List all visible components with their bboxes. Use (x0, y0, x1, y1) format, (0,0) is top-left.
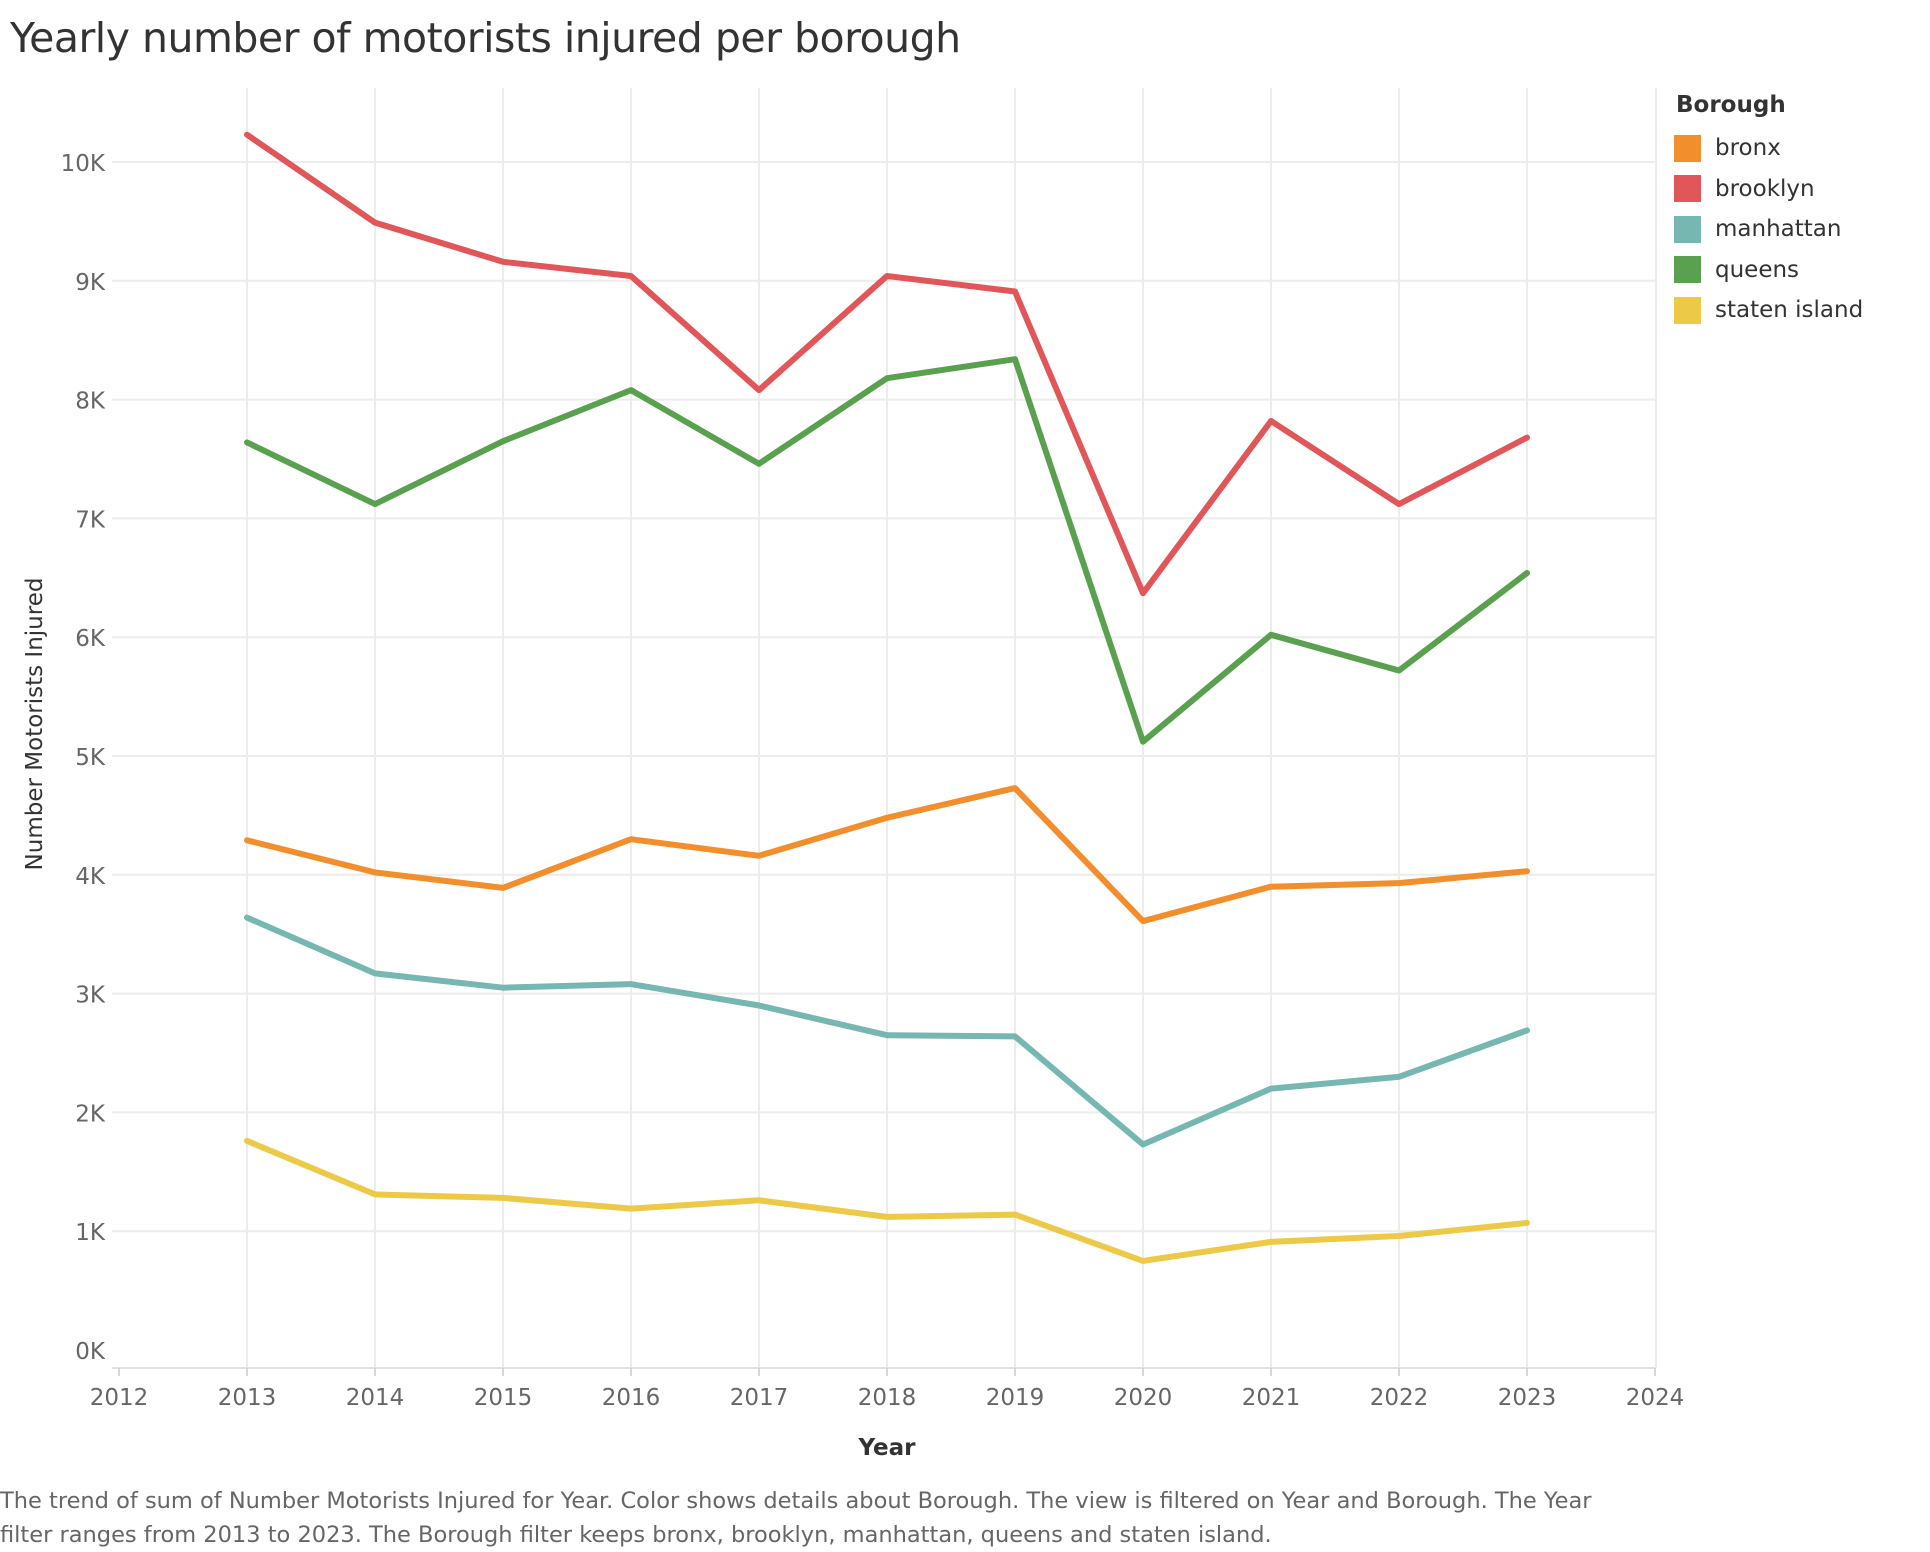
legend: Borough bronx brooklyn manhattan queens stat… (1674, 92, 1863, 331)
x-tick-label: 2021 (1242, 1385, 1301, 1411)
x-tick-label: 2017 (730, 1385, 789, 1411)
y-tick-label: 2K (75, 1101, 106, 1127)
legend-item-manhattan: manhattan (1674, 209, 1863, 250)
legend-label: queens (1715, 256, 1800, 283)
x-tick-label: 2022 (1370, 1385, 1429, 1411)
line-chart: 0K 1K 2K 3K 4K 5K 6K 7K 8K 9K 10K 2012 2013 2014 2015… (22, 88, 1685, 1461)
x-tick-label: 2020 (1114, 1385, 1173, 1411)
legend-item-brooklyn: brooklyn (1674, 169, 1863, 210)
series-lines (244, 131, 1530, 1264)
series-line-queens (244, 356, 1530, 745)
y-tick-label: 6K (75, 626, 106, 652)
x-tick-label: 2024 (1626, 1385, 1685, 1411)
x-axis-ticks: 2012 2013 2014 2015 2016 2017 2018 2019 2020 2021… (90, 1368, 1685, 1411)
y-tick-label: 7K (75, 507, 106, 533)
legend-label: staten island (1715, 297, 1864, 324)
y-tick-label: 5K (75, 745, 106, 771)
legend-swatch (1674, 256, 1701, 284)
legend-swatch (1674, 296, 1701, 324)
chart-title: Yearly number of motorists injured per b… (10, 14, 961, 62)
x-tick-label: 2019 (986, 1385, 1045, 1411)
y-tick-label: 9K (75, 270, 106, 296)
legend-swatch (1674, 175, 1701, 203)
legend-item-staten-island: staten island (1674, 290, 1863, 331)
y-tick-label: 10K (61, 151, 106, 177)
x-tick-label: 2018 (858, 1385, 917, 1411)
x-tick-label: 2016 (602, 1385, 661, 1411)
legend-title: Borough (1676, 92, 1786, 118)
y-tick-label: 3K (75, 983, 106, 1009)
x-tick-label: 2013 (218, 1385, 277, 1411)
y-axis-ticks: 0K 1K 2K 3K 4K 5K 6K 7K 8K 9K 10K (61, 151, 106, 1365)
series-line-brooklyn (244, 131, 1530, 597)
series-line-bronx (244, 785, 1530, 925)
series-line-manhattan (244, 914, 1530, 1148)
legend-label: manhattan (1715, 216, 1842, 243)
legend-label: bronx (1715, 135, 1781, 162)
y-tick-label: 8K (75, 389, 106, 415)
y-tick-label: 1K (75, 1220, 106, 1246)
chart-caption: The trend of sum of Number Motorists Inj… (0, 1488, 1592, 1548)
gridlines (112, 88, 1657, 1369)
y-axis-label: Number Motorists Injured (22, 578, 48, 871)
y-tick-label: 0K (75, 1339, 106, 1365)
x-axis-label: Year (857, 1435, 916, 1461)
legend-item-queens: queens (1674, 250, 1863, 291)
x-tick-label: 2023 (1498, 1385, 1557, 1411)
y-tick-label: 4K (75, 864, 106, 890)
series-line-staten-island (244, 1137, 1530, 1264)
legend-label: brooklyn (1715, 175, 1815, 202)
x-tick-label: 2012 (90, 1385, 149, 1411)
x-tick-label: 2014 (346, 1385, 405, 1411)
legend-item-bronx: bronx (1674, 128, 1863, 169)
legend-swatch (1674, 215, 1701, 243)
x-tick-label: 2015 (474, 1385, 533, 1411)
legend-swatch (1674, 134, 1701, 162)
